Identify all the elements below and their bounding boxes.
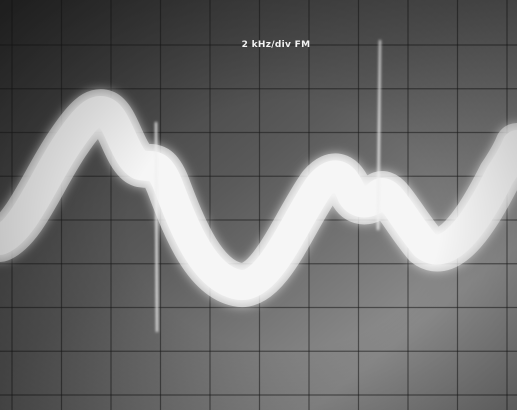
screen-caption: 2 kHz/div FM bbox=[242, 40, 311, 50]
